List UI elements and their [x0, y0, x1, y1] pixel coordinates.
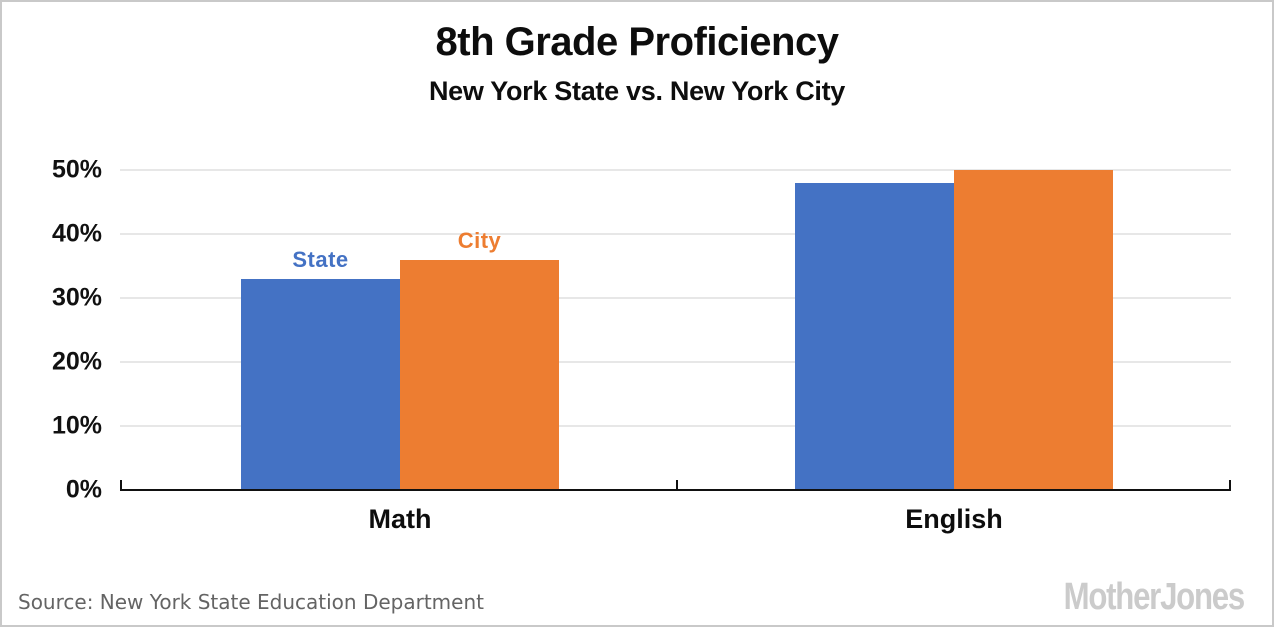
mother-jones-logo: MotherJones [1063, 576, 1246, 618]
gridline-30 [120, 297, 1231, 299]
y-tick-label-30: 30% [51, 283, 102, 312]
y-tick-label-20: 20% [51, 347, 102, 376]
series-label-state: State [292, 246, 349, 272]
x-axis-tick-2 [1229, 480, 1231, 489]
bar-english-state [795, 182, 954, 490]
bar-math-state [241, 278, 400, 490]
series-label-city: City [457, 227, 502, 253]
bar-math-city [400, 259, 559, 490]
x-axis-line [120, 489, 1231, 491]
chart-title: 8th Grade Proficiency [435, 20, 839, 64]
y-tick-label-10: 10% [51, 411, 102, 440]
y-tick-label-40: 40% [51, 219, 102, 248]
chart-subtitle: New York State vs. New York City [428, 76, 846, 106]
gridline-10 [120, 425, 1231, 427]
bar-english-city [954, 170, 1113, 490]
x-axis-tick-0 [120, 480, 122, 489]
x-category-label-english: English [905, 504, 1003, 534]
y-tick-label-0: 0% [65, 475, 102, 504]
x-axis-tick-1 [675, 480, 678, 489]
gridline-40 [120, 233, 1231, 235]
gridline-50 [120, 169, 1231, 171]
x-category-label-math: Math [368, 504, 432, 534]
y-tick-label-50: 50% [51, 155, 102, 184]
source-note: Source: New York State Education Departm… [18, 590, 484, 614]
gridline-20 [120, 361, 1231, 363]
